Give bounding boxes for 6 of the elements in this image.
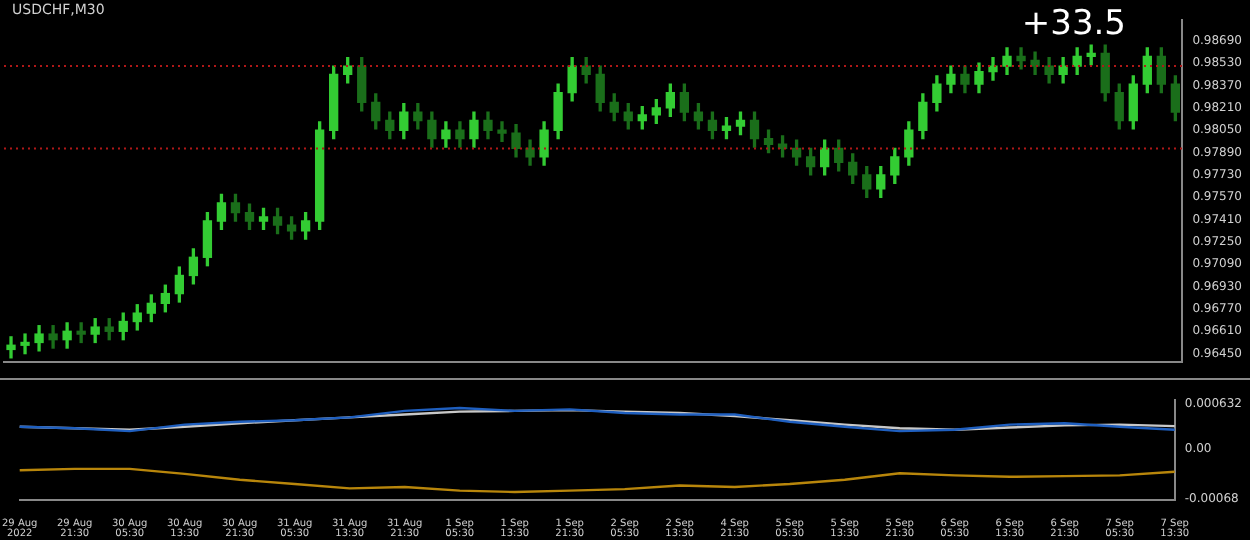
candlestick [1016,47,1026,70]
candlestick [76,322,86,344]
candlestick [497,121,507,143]
annotation: +33.5 [1021,4,1126,44]
candlestick [20,333,30,355]
candlestick [6,336,16,359]
